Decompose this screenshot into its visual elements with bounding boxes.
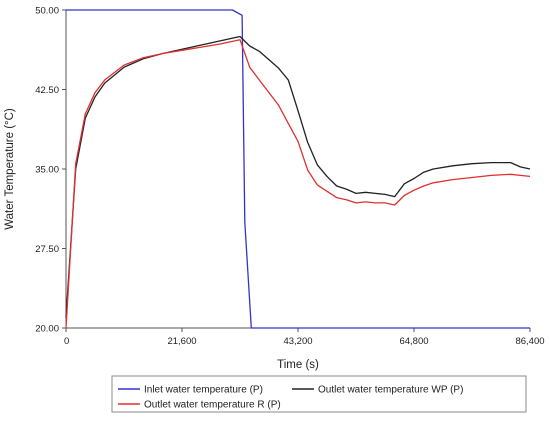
y-tick-label: 27.50: [35, 244, 59, 255]
y-axis-label: Water Temperature (°C): [4, 108, 16, 230]
series-line-3: [65, 39, 531, 329]
axes: 20.00 27.50 35.00 42.50 50.00 0 21,600 43,200 64…: [35, 6, 544, 348]
legend-label: Inlet water temperature (P): [144, 385, 263, 396]
legend-label: Outlet water temperature WP (P): [318, 385, 463, 396]
series-layer: [65, 9, 531, 329]
series-line-2: [65, 35, 531, 318]
x-tick-label: 43,200: [283, 336, 312, 347]
y-tick-label: 50.00: [35, 6, 59, 17]
x-axis-label: Time (s): [277, 359, 319, 371]
legend-box: [111, 375, 527, 413]
x-tick-label: 21,600: [167, 336, 196, 347]
series-line-1: [66, 9, 530, 329]
x-tick-label: 0: [64, 336, 69, 347]
y-tick-label: 35.00: [35, 165, 59, 176]
x-tick-label: 64,800: [399, 336, 428, 347]
y-tick-label: 20.00: [35, 324, 59, 335]
x-tick-label: 86,400: [515, 336, 544, 347]
legend-label: Outlet water temperature R (P): [144, 400, 281, 411]
legend: Inlet water temperature (P) Outlet water …: [111, 375, 527, 413]
y-tick-label: 42.50: [35, 85, 59, 96]
